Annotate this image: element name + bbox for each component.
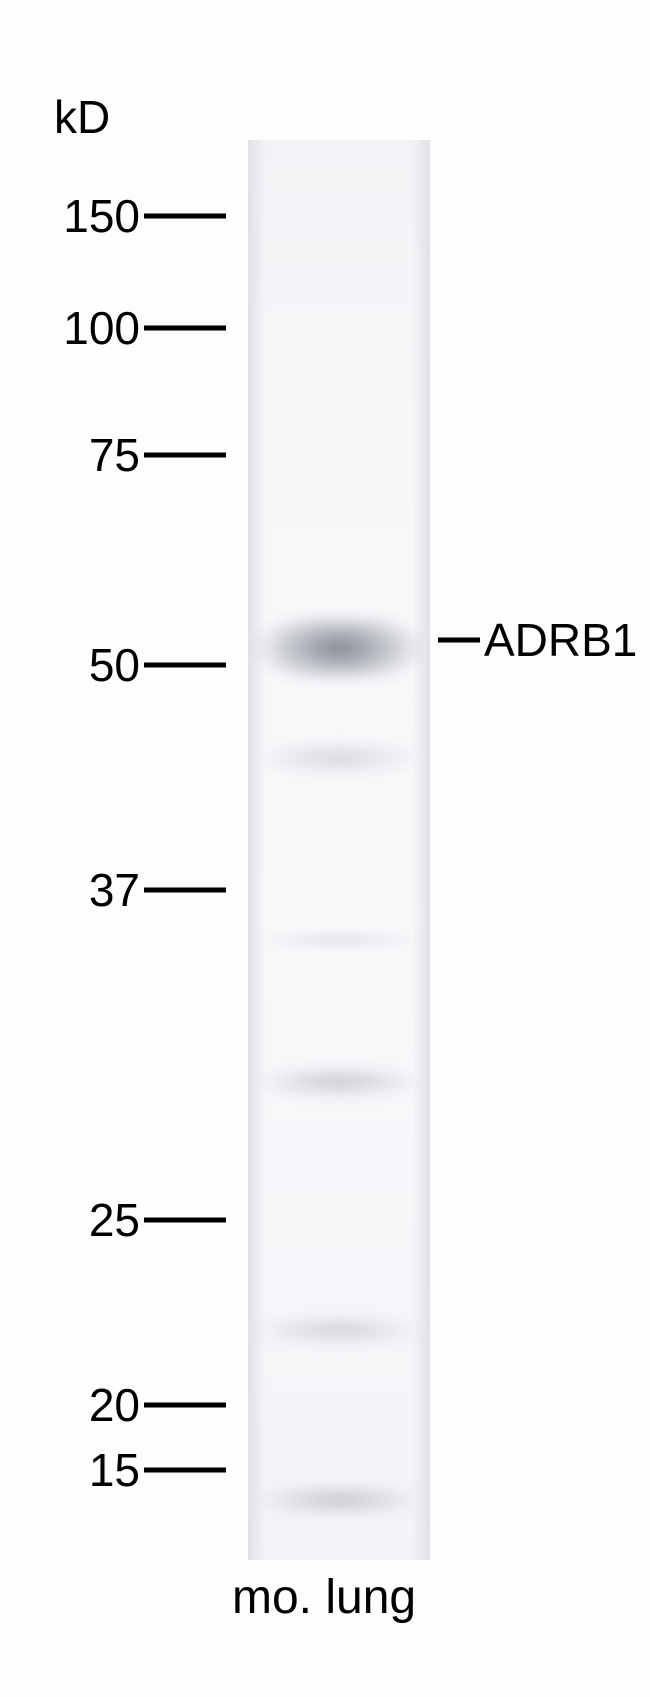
marker-label: 15 [89, 1443, 140, 1497]
marker-tick [144, 1403, 226, 1408]
marker-tick [144, 326, 226, 331]
marker-tick [144, 1218, 226, 1223]
gel-band [248, 618, 430, 678]
gel-band [248, 1317, 430, 1343]
gel-lane [248, 140, 430, 1560]
marker-label: 100 [63, 301, 140, 355]
gel-lane-background [248, 140, 430, 1560]
marker-label: 25 [89, 1193, 140, 1247]
gel-band [248, 1486, 430, 1514]
gel-band [248, 743, 430, 773]
annotation-tick [438, 638, 480, 643]
marker-label: 20 [89, 1378, 140, 1432]
marker-label: 75 [89, 428, 140, 482]
blot-figure: kD 150 100 75 50 37 25 20 15 mo. lung ADRB1 [0, 0, 650, 1697]
marker-tick [144, 1468, 226, 1473]
marker-label: 150 [63, 189, 140, 243]
sample-label: mo. lung [232, 1570, 416, 1625]
marker-label: 37 [89, 863, 140, 917]
annotation-label: ADRB1 [484, 613, 637, 667]
gel-band [248, 1068, 430, 1096]
marker-tick [144, 453, 226, 458]
axis-unit-label: kD [54, 90, 110, 144]
marker-label: 50 [89, 638, 140, 692]
marker-tick [144, 214, 226, 219]
marker-tick [144, 888, 226, 893]
gel-band [248, 933, 430, 947]
marker-tick [144, 663, 226, 668]
